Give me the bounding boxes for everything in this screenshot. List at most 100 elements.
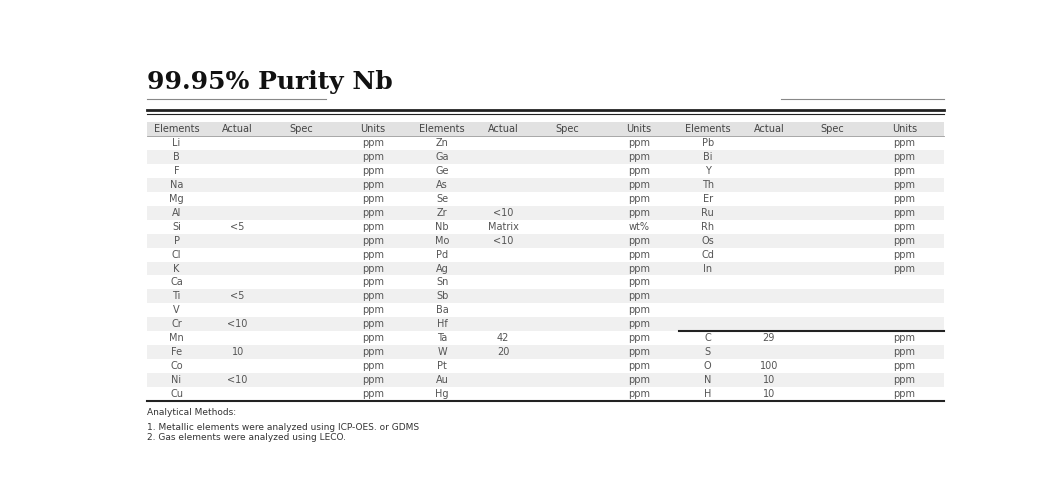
Text: ppm: ppm bbox=[628, 292, 650, 302]
Text: <5: <5 bbox=[230, 292, 245, 302]
Text: ppm: ppm bbox=[894, 138, 915, 148]
Text: ppm: ppm bbox=[628, 333, 650, 343]
Text: Au: Au bbox=[436, 375, 448, 385]
Text: Actual: Actual bbox=[488, 124, 518, 134]
Text: ppm: ppm bbox=[894, 194, 915, 204]
Text: ppm: ppm bbox=[363, 292, 384, 302]
Bar bbox=[147, 150, 944, 164]
Text: ppm: ppm bbox=[363, 152, 384, 162]
Bar bbox=[147, 164, 944, 178]
Text: ppm: ppm bbox=[894, 333, 915, 343]
Text: 42: 42 bbox=[497, 333, 510, 343]
Text: <10: <10 bbox=[493, 208, 513, 218]
Text: <10: <10 bbox=[228, 319, 248, 329]
Text: ppm: ppm bbox=[894, 222, 915, 232]
Bar bbox=[147, 373, 944, 387]
Text: ppm: ppm bbox=[894, 264, 915, 274]
Text: ppm: ppm bbox=[628, 250, 650, 260]
Text: Zr: Zr bbox=[437, 208, 447, 218]
Text: Sb: Sb bbox=[436, 292, 448, 302]
Text: ppm: ppm bbox=[894, 166, 915, 176]
Text: ppm: ppm bbox=[363, 347, 384, 357]
Text: ppm: ppm bbox=[628, 138, 650, 148]
Text: ppm: ppm bbox=[363, 306, 384, 316]
Text: Ba: Ba bbox=[436, 306, 448, 316]
Text: <10: <10 bbox=[228, 375, 248, 385]
Text: Actual: Actual bbox=[754, 124, 784, 134]
Text: Spec: Spec bbox=[820, 124, 845, 134]
Text: 29: 29 bbox=[762, 333, 775, 343]
Text: Hf: Hf bbox=[437, 319, 447, 329]
Text: ppm: ppm bbox=[363, 278, 384, 287]
Text: ppm: ppm bbox=[628, 389, 650, 399]
Bar bbox=[147, 234, 944, 247]
Text: ppm: ppm bbox=[363, 166, 384, 176]
Text: W: W bbox=[438, 347, 447, 357]
Bar bbox=[147, 359, 944, 373]
Text: ppm: ppm bbox=[628, 194, 650, 204]
Text: Na: Na bbox=[170, 180, 183, 190]
Bar bbox=[147, 290, 944, 304]
Text: 20: 20 bbox=[497, 347, 510, 357]
Text: ppm: ppm bbox=[628, 361, 650, 371]
Text: ppm: ppm bbox=[894, 361, 915, 371]
Text: Elements: Elements bbox=[154, 124, 199, 134]
Text: <5: <5 bbox=[230, 222, 245, 232]
Text: ppm: ppm bbox=[894, 236, 915, 246]
Bar bbox=[147, 304, 944, 317]
Text: Nb: Nb bbox=[436, 222, 449, 232]
Text: ppm: ppm bbox=[363, 361, 384, 371]
Bar bbox=[147, 317, 944, 331]
Bar bbox=[147, 331, 944, 345]
Text: Er: Er bbox=[703, 194, 712, 204]
Text: H: H bbox=[704, 389, 711, 399]
Text: ppm: ppm bbox=[628, 208, 650, 218]
Text: Pd: Pd bbox=[436, 250, 448, 260]
Text: Actual: Actual bbox=[223, 124, 253, 134]
Text: Si: Si bbox=[172, 222, 181, 232]
Text: Os: Os bbox=[702, 236, 714, 246]
Text: ppm: ppm bbox=[628, 278, 650, 287]
Text: ppm: ppm bbox=[363, 138, 384, 148]
Text: Ge: Ge bbox=[436, 166, 448, 176]
Text: ppm: ppm bbox=[363, 208, 384, 218]
Text: Hg: Hg bbox=[436, 389, 448, 399]
Text: Sn: Sn bbox=[436, 278, 448, 287]
Text: Se: Se bbox=[436, 194, 448, 204]
Text: ppm: ppm bbox=[363, 236, 384, 246]
Text: ppm: ppm bbox=[363, 264, 384, 274]
Text: ppm: ppm bbox=[628, 264, 650, 274]
Text: ppm: ppm bbox=[628, 236, 650, 246]
Text: 1. Metallic elements were analyzed using ICP-OES. or GDMS: 1. Metallic elements were analyzed using… bbox=[147, 423, 420, 432]
Bar bbox=[147, 136, 944, 150]
Text: Pb: Pb bbox=[702, 138, 713, 148]
Text: ppm: ppm bbox=[363, 389, 384, 399]
Text: ppm: ppm bbox=[628, 152, 650, 162]
Text: Analytical Methods:: Analytical Methods: bbox=[147, 408, 236, 416]
Bar bbox=[147, 262, 944, 276]
Text: Ti: Ti bbox=[173, 292, 180, 302]
Text: Bi: Bi bbox=[703, 152, 712, 162]
Text: Matrix: Matrix bbox=[488, 222, 518, 232]
Text: ppm: ppm bbox=[894, 180, 915, 190]
Text: ppm: ppm bbox=[628, 180, 650, 190]
Text: ppm: ppm bbox=[363, 250, 384, 260]
Text: 100: 100 bbox=[760, 361, 778, 371]
Text: Mn: Mn bbox=[170, 333, 183, 343]
Bar bbox=[147, 220, 944, 234]
Text: Spec: Spec bbox=[555, 124, 579, 134]
Text: Co: Co bbox=[171, 361, 182, 371]
Text: Fe: Fe bbox=[171, 347, 182, 357]
Text: Elements: Elements bbox=[685, 124, 730, 134]
Bar bbox=[147, 345, 944, 359]
Text: 10: 10 bbox=[231, 347, 244, 357]
Bar bbox=[147, 276, 944, 289]
Text: N: N bbox=[704, 375, 711, 385]
Bar bbox=[147, 178, 944, 192]
Text: Mg: Mg bbox=[170, 194, 183, 204]
Text: 2. Gas elements were analyzed using LECO.: 2. Gas elements were analyzed using LECO… bbox=[147, 432, 347, 442]
Text: ppm: ppm bbox=[363, 194, 384, 204]
Text: ppm: ppm bbox=[894, 375, 915, 385]
Text: Cl: Cl bbox=[172, 250, 181, 260]
Text: Units: Units bbox=[891, 124, 917, 134]
